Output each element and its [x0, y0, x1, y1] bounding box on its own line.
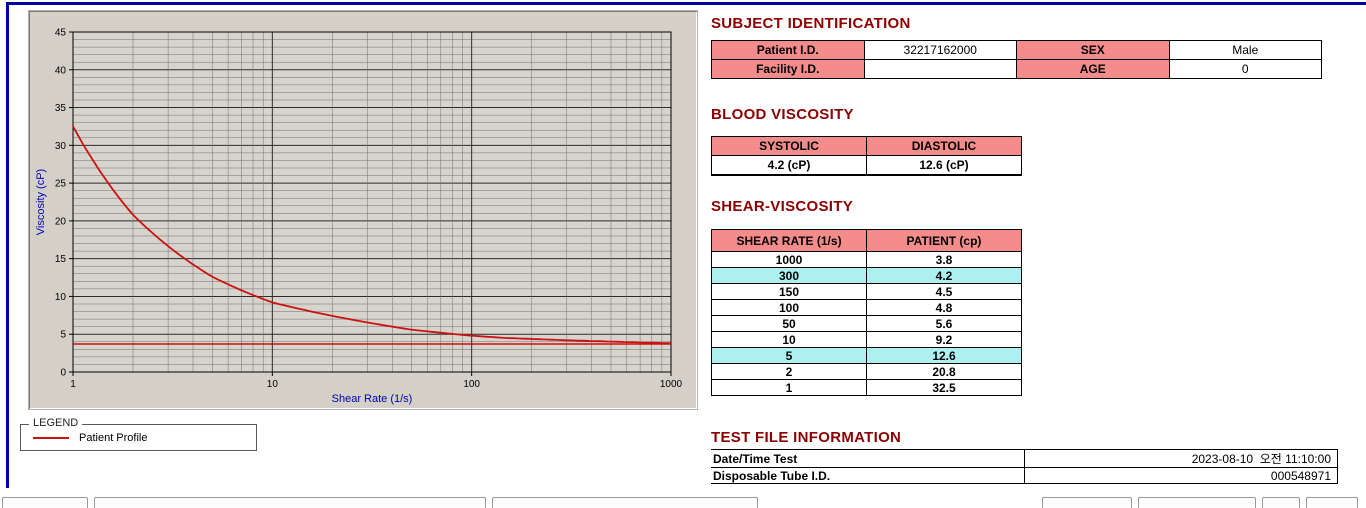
shear-rate-cell: 10	[711, 331, 867, 348]
partial-button[interactable]	[1042, 497, 1132, 508]
svg-text:1: 1	[70, 379, 76, 390]
svg-text:5: 5	[60, 330, 66, 341]
shear-row: 50 5.6	[711, 315, 1022, 332]
patient-cp-cell: 12.6	[866, 347, 1022, 364]
age-label: AGE	[1016, 59, 1170, 79]
partial-button[interactable]	[1306, 497, 1358, 508]
patient-cp-cell: 4.2	[866, 267, 1022, 284]
subject-row: Facility I.D. AGE 0	[711, 59, 1322, 79]
svg-text:Shear Rate (1/s): Shear Rate (1/s)	[332, 393, 413, 405]
svg-text:20: 20	[55, 216, 67, 227]
shear-header-row: SHEAR RATE (1/s) PATIENT (cp)	[711, 229, 1022, 252]
blood-viscosity-header-row: SYSTOLIC DIASTOLIC	[711, 136, 1022, 156]
disposable-tube-id-value: 000548971	[1024, 467, 1339, 484]
patient-cp-cell: 9.2	[866, 331, 1022, 348]
shear-row: 1000 3.8	[711, 251, 1022, 268]
viscosity-chart-panel: 0 5 10 15 20 25 30 35 40 45 1 10 100 1000 Shear Rate (…	[28, 10, 698, 410]
partial-button[interactable]	[94, 497, 486, 508]
patient-id-label: Patient I.D.	[711, 40, 865, 60]
legend-title: LEGEND	[29, 417, 83, 429]
shear-rate-cell: 100	[711, 299, 867, 316]
svg-text:35: 35	[55, 103, 67, 114]
shear-row: 2 20.8	[711, 363, 1022, 380]
window-border-left	[6, 2, 9, 488]
patient-profile-line-swatch	[33, 436, 69, 439]
svg-text:100: 100	[463, 379, 480, 390]
date-time-test-value: 2023-08-10 오전 11:10:00	[1024, 449, 1339, 468]
disposable-tube-id-label: Disposable Tube I.D.	[711, 467, 1025, 484]
shear-row: 1 32.5	[711, 379, 1022, 396]
patient-cp-cell: 32.5	[866, 379, 1022, 396]
patient-cp-cell: 5.6	[866, 315, 1022, 332]
shear-row: 150 4.5	[711, 283, 1022, 300]
svg-text:40: 40	[55, 65, 67, 76]
svg-text:10: 10	[55, 292, 67, 303]
viscosity-chart: 0 5 10 15 20 25 30 35 40 45 1 10 100 1000 Shear Rate (…	[35, 28, 683, 406]
window-border-top	[8, 2, 1366, 5]
facility-id-value	[863, 59, 1017, 79]
patient-profile-series	[72, 125, 672, 345]
test-file-information-table: Date/Time Test 2023-08-10 오전 11:10:00 Di…	[711, 449, 1339, 484]
shear-rate-header: SHEAR RATE (1/s)	[711, 229, 867, 252]
patient-cp-cell: 20.8	[866, 363, 1022, 380]
svg-text:0: 0	[60, 368, 66, 379]
shear-viscosity-table: SHEAR RATE (1/s) PATIENT (cp) 1000 3.8 300…	[711, 229, 1022, 396]
patient-cp-cell: 3.8	[866, 251, 1022, 268]
test-file-row: Disposable Tube I.D. 000548971	[711, 467, 1339, 484]
systolic-value: 4.2 (cP)	[711, 155, 867, 176]
shear-rate-cell: 1000	[711, 251, 867, 268]
blood-viscosity-table: SYSTOLIC DIASTOLIC 4.2 (cP) 12.6 (cP)	[711, 136, 1022, 176]
svg-text:1000: 1000	[660, 379, 683, 390]
shear-rate-cell: 150	[711, 283, 867, 300]
age-value: 0	[1168, 59, 1322, 79]
partial-button[interactable]	[2, 497, 88, 508]
test-file-information-heading: TEST FILE INFORMATION	[711, 429, 902, 446]
legend-series-label: Patient Profile	[79, 431, 148, 444]
svg-text:45: 45	[55, 28, 67, 39]
shear-viscosity-heading: SHEAR-VISCOSITY	[711, 198, 854, 215]
svg-text:25: 25	[55, 179, 67, 190]
partial-button[interactable]	[1262, 497, 1300, 508]
systolic-header: SYSTOLIC	[711, 136, 867, 156]
patient-cp-header: PATIENT (cp)	[866, 229, 1022, 252]
partial-button[interactable]	[492, 497, 758, 508]
subject-row: Patient I.D. 32217162000 SEX Male	[711, 40, 1322, 60]
shear-rate-cell: 50	[711, 315, 867, 332]
diastolic-value: 12.6 (cP)	[866, 155, 1022, 176]
shear-rate-cell: 300	[711, 267, 867, 284]
patient-cp-cell: 4.8	[866, 299, 1022, 316]
test-file-row: Date/Time Test 2023-08-10 오전 11:10:00	[711, 449, 1339, 468]
patient-cp-cell: 4.5	[866, 283, 1022, 300]
partial-button[interactable]	[1138, 497, 1256, 508]
date-time-test-label: Date/Time Test	[711, 449, 1025, 468]
shear-table-body: SHEAR RATE (1/s) PATIENT (cp) 1000 3.8 300…	[711, 229, 1022, 396]
shear-rate-cell: 1	[711, 379, 867, 396]
sex-value: Male	[1168, 40, 1322, 60]
svg-text:Viscosity (cP): Viscosity (cP)	[35, 169, 47, 235]
shear-rate-cell: 5	[711, 347, 867, 364]
facility-id-label: Facility I.D.	[711, 59, 865, 79]
shear-rate-cell: 2	[711, 363, 867, 380]
subject-identification-table: Patient I.D. 32217162000 SEX Male Facili…	[711, 40, 1322, 79]
patient-id-value: 32217162000	[863, 40, 1017, 60]
diastolic-header: DIASTOLIC	[866, 136, 1022, 156]
shear-row: 100 4.8	[711, 299, 1022, 316]
shear-row: 10 9.2	[711, 331, 1022, 348]
svg-text:30: 30	[55, 141, 67, 152]
legend-box: LEGEND Patient Profile	[20, 417, 257, 451]
subject-identification-heading: SUBJECT IDENTIFICATION	[711, 15, 911, 32]
shear-row: 5 12.6	[711, 347, 1022, 364]
sex-label: SEX	[1016, 40, 1170, 60]
shear-row: 300 4.2	[711, 267, 1022, 284]
blood-viscosity-heading: BLOOD VISCOSITY	[711, 106, 854, 123]
blood-viscosity-value-row: 4.2 (cP) 12.6 (cP)	[711, 155, 1022, 176]
svg-text:10: 10	[267, 379, 279, 390]
svg-text:15: 15	[55, 254, 67, 265]
